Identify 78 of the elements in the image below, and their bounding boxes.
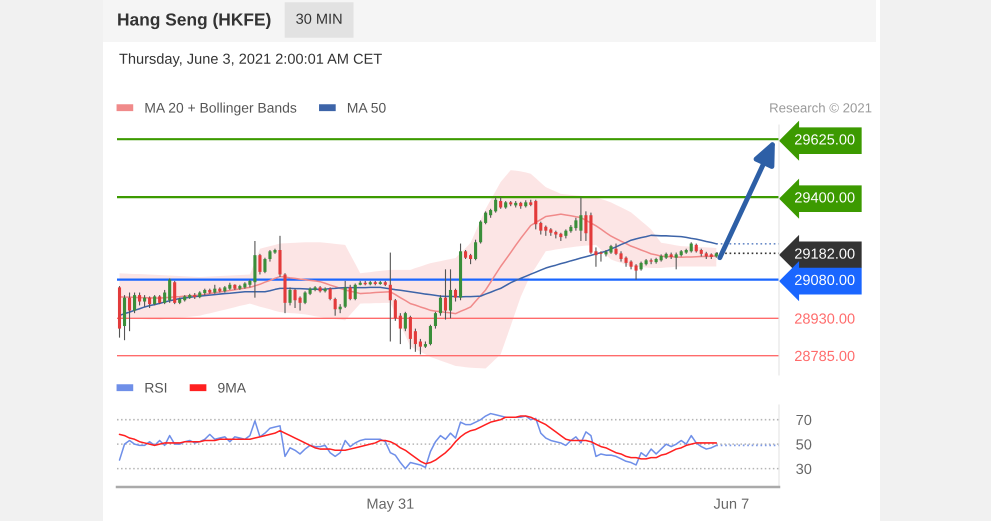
candlestick [158,294,162,305]
candlestick [298,296,302,312]
y-tick-label: 29400.00 [795,192,855,203]
candlestick [213,284,216,294]
candlestick [454,288,458,302]
line-series [118,234,718,316]
chart-subtitle: Thursday, June 3, 2021 2:00:01 AM CET [119,53,382,67]
candlestick [288,286,292,306]
y-tick-label: 29182.00 [795,248,855,259]
candlestick [614,243,618,256]
candlestick [489,208,492,218]
y-tick-label: 28930.00 [795,313,855,324]
candlestick [348,284,352,301]
candlestick [469,253,472,265]
candlestick [143,294,146,308]
candlestick [293,288,297,309]
candlestick [168,278,172,304]
candlestick [574,217,578,232]
candlestick [418,338,422,355]
candlestick [630,260,633,270]
candlestick [163,289,166,305]
candlestick [133,292,136,314]
candlestick [499,196,502,210]
y-tick-label: 29625.00 [795,134,855,145]
candlestick [328,286,332,301]
candlestick [173,280,176,305]
candlestick [479,220,482,244]
candlestick [344,280,347,309]
x-tick-label: Jun 7 [714,498,748,509]
candlestick [494,196,498,214]
candlestick [398,312,402,345]
candlestick [624,256,628,268]
text: Research © 2021 [770,102,872,113]
candlestick [414,328,417,352]
candlestick [464,249,468,260]
legend-label: MA 50 [348,102,386,113]
candlestick [599,250,603,262]
text: 30 MIN [296,14,342,24]
candlestick [263,257,266,274]
candlestick [634,264,638,280]
candlestick [564,228,568,239]
candlestick [153,294,156,306]
candlestick [193,292,196,300]
candlestick [404,311,407,332]
candlestick [640,261,643,272]
candlestick [609,244,613,254]
candlestick [268,249,272,262]
candlestick [448,268,452,319]
candlestick [428,324,432,346]
candlestick [474,239,478,261]
candlestick [138,292,142,306]
candlestick [438,294,442,316]
candlestick [334,297,337,316]
candlestick [579,196,582,242]
candlestick [394,298,397,322]
y-tick-label: 28785.00 [795,350,855,362]
candlestick [354,282,357,301]
legend-label: 9MA [218,382,246,393]
y-tick-label: 50 [796,439,812,450]
y-tick-label: 70 [796,414,812,426]
legend-label: MA 20 + Bollinger Bands [145,102,296,116]
candlestick [584,210,588,242]
y-tick-label: 29080.00 [795,274,855,286]
candlestick [148,296,152,309]
candlestick [128,292,132,332]
candlestick [408,315,412,350]
candlestick [304,290,307,305]
candlestick [444,268,448,320]
legend-label: RSI [145,382,166,393]
candlestick [434,311,438,330]
chart-title: Hang Seng (HKFE) [118,12,270,30]
y-tick-label: 30 [796,464,812,474]
candlestick [619,250,623,262]
candlestick [258,253,262,276]
candlestick [388,252,392,342]
candlestick [338,304,342,314]
candlestick [484,210,488,225]
x-tick-label: May 31 [368,498,414,512]
